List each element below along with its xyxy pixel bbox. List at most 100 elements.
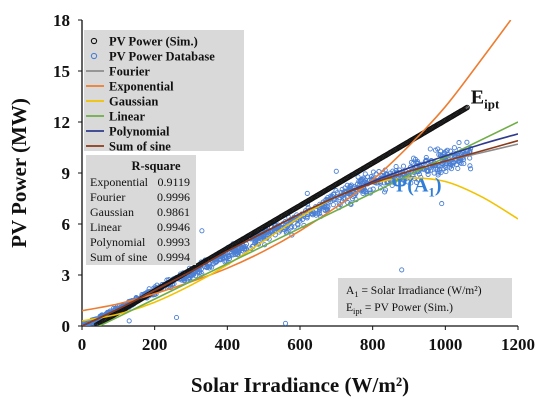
database-point [339,186,345,192]
database-point [367,187,373,193]
database-outlier-point [173,314,180,321]
database-point [348,184,354,190]
x-tick-label: 200 [142,335,168,354]
database-point [408,180,414,186]
note-line-1: A1 = Solar Irradiance (W/m²) [346,285,482,299]
axis-ticks: 0 200 400 600 800 1000 1200 0 3 6 9 12 15 18 [53,11,535,354]
database-point [349,196,355,202]
database-point [400,163,407,169]
database-point [442,163,448,169]
x-tick-label: 1000 [428,335,462,354]
database-point [424,169,431,175]
fit-line-linear [97,121,518,326]
database-point [314,210,321,216]
r-square-title: R-square [131,159,181,173]
database-point [435,172,441,178]
r-square-name-sum-of-sine: Sum of sine [90,250,147,264]
database-point [410,160,416,167]
database-point [393,163,399,170]
legend: PV Power (Sim.)PV Power DatabaseFourierE… [84,30,244,154]
database-point [468,166,474,172]
x-tick-label: 1200 [501,335,535,354]
note-background [338,278,512,318]
database-point [456,140,462,146]
legend-marker-pv-power-sim- [90,37,98,45]
legend-label-polynomial: Polynomial [109,125,170,139]
x-axis-title: Solar Irradiance (W/m²) [191,373,409,397]
database-outlier-point [282,320,289,326]
r-square-value-polynomial: 0.9993 [157,235,190,249]
data-layer [82,20,518,326]
r-square-value-sum-of-sine: 0.9994 [157,250,190,264]
r-square-value-linear: 0.9946 [157,220,190,234]
y-axis-title: PV Power (MW) [7,98,31,248]
r-square-name-linear: Linear [90,220,121,234]
database-point [425,171,431,177]
note-line-2: Eipt = PV Power (Sim.) [346,302,453,316]
database-point [330,202,336,208]
database-outlier-point [126,318,132,324]
database-point [267,230,273,237]
y-tick-label: 12 [53,113,70,132]
database-point [218,257,224,263]
database-point [362,171,368,177]
x-tick-label: 400 [215,335,241,354]
database-point [230,252,236,258]
database-point [193,273,199,279]
fit-line-sum-of-sine [82,139,518,326]
database-point [295,222,301,228]
legend-marker-pv-power-database [90,52,98,60]
r-square-name-gaussian: Gaussian [90,205,134,219]
database-point [427,146,433,152]
database-point [423,154,429,161]
database-point [449,159,455,165]
database-point [455,165,461,172]
database-point [334,190,340,196]
database-point [451,145,457,151]
legend-label-pv-power-sim-: PV Power (Sim.) [109,35,198,49]
database-point [289,224,295,230]
fit-line-exponential [82,20,512,312]
database-point [431,170,437,176]
database-point [181,278,187,284]
database-point [461,161,467,167]
definition-note: A1 = Solar Irradiance (W/m²) Eipt = PV P… [338,278,512,318]
y-tick-label: 0 [62,317,71,336]
database-point [317,211,323,217]
fit-line-gaussian [82,177,518,322]
y-tick-label: 3 [62,266,71,285]
eipt-annotation: Eipt [471,86,500,111]
database-outlier-point [333,168,339,174]
legend-label-sum-of-sine: Sum of sine [109,140,171,154]
r-square-value-exponential: 0.9119 [157,175,190,189]
database-point [356,178,362,184]
sim-point [464,104,470,111]
legend-background [84,30,244,151]
database-point [467,155,473,161]
database-point [328,193,334,199]
legend-label-exponential: Exponential [109,80,174,94]
database-point [443,164,449,171]
r-square-name-fourier: Fourier [90,190,125,204]
y-tick-label: 18 [53,11,70,30]
database-outlier-point [304,190,310,196]
r-square-name-exponential: Exponential [90,175,149,189]
legend-label-linear: Linear [109,110,146,124]
r-square-table: R-square Exponential 0.9119 Fourier 0.9996 G… [86,155,196,265]
database-point [464,139,470,145]
x-tick-label: 600 [287,335,313,354]
y-tick-label: 15 [53,62,70,81]
database-outlier-point [439,201,445,207]
r-square-name-polynomial: Polynomial [90,235,146,249]
database-point [252,237,258,244]
database-point [223,254,229,260]
database-outlier-point [399,267,405,273]
database-point [198,266,204,272]
database-point [210,261,217,267]
database-point [189,272,195,279]
database-point [428,167,434,173]
y-tick-label: 9 [62,164,71,183]
database-point [441,149,447,156]
database-point [235,252,241,258]
